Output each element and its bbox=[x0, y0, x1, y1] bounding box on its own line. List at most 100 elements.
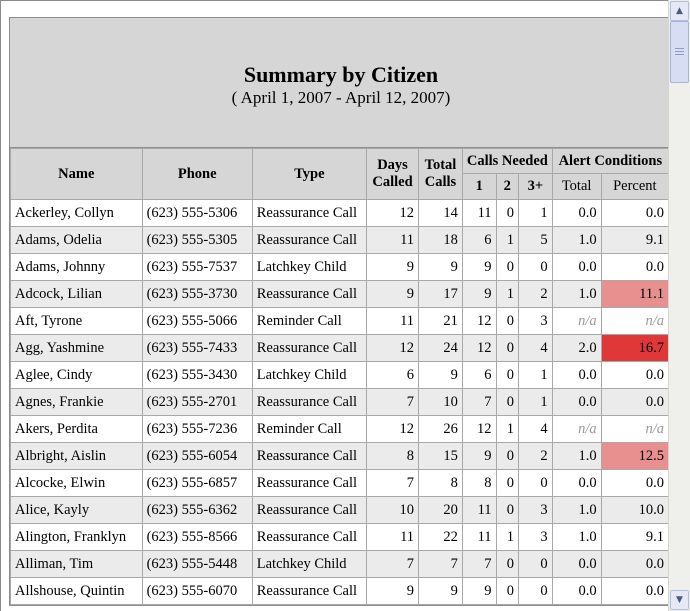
cell-name: Alliman, Tim bbox=[10, 550, 143, 578]
table-row: Allshouse, Quintin (623) 555-6070 Reassura… bbox=[10, 577, 668, 605]
cell-calls-needed-2: 0 bbox=[495, 550, 519, 578]
cell-days-called: 9 bbox=[366, 577, 420, 605]
cell-calls-needed-2: 0 bbox=[495, 307, 519, 335]
cell-calls-needed-2: 1 bbox=[495, 523, 519, 551]
cell-total-calls: 10 bbox=[418, 388, 463, 416]
cell-type: Reassurance Call bbox=[251, 469, 368, 497]
cell-total-calls: 14 bbox=[418, 199, 463, 227]
cell-name: Agnes, Frankie bbox=[10, 388, 143, 416]
cell-days-called: 8 bbox=[366, 442, 420, 470]
vertical-scrollbar[interactable]: ▲ ▼ bbox=[668, 0, 690, 611]
cell-alert-percent: n/a bbox=[600, 307, 668, 335]
cell-name: Alcocke, Elwin bbox=[10, 469, 143, 497]
cell-type: Reassurance Call bbox=[251, 496, 368, 524]
cell-total-calls: 26 bbox=[418, 415, 463, 443]
cell-days-called: 7 bbox=[366, 469, 420, 497]
cell-calls-needed-3plus: 3 bbox=[517, 496, 553, 524]
cell-alert-percent: 0.0 bbox=[600, 550, 668, 578]
cell-total-calls: 8 bbox=[418, 469, 463, 497]
cell-calls-needed-3plus: 1 bbox=[517, 388, 553, 416]
table-row: Agg, Yashmine (623) 555-7433 Reassurance C… bbox=[10, 334, 668, 362]
cell-alert-total: 0.0 bbox=[551, 361, 602, 389]
scrollbar-thumb[interactable] bbox=[670, 21, 689, 83]
cell-phone: (623) 555-7236 bbox=[141, 415, 253, 443]
cell-calls-needed-1: 12 bbox=[461, 334, 497, 362]
cell-calls-needed-2: 0 bbox=[495, 577, 519, 605]
cell-name: Aft, Tyrone bbox=[10, 307, 143, 335]
cell-type: Latchkey Child bbox=[251, 550, 368, 578]
cell-name: Allshouse, Quintin bbox=[10, 577, 143, 605]
cell-phone: (623) 555-3730 bbox=[141, 280, 253, 308]
cell-name: Alington, Franklyn bbox=[10, 523, 143, 551]
cell-days-called: 12 bbox=[366, 334, 420, 362]
cell-calls-needed-3plus: 4 bbox=[517, 334, 553, 362]
cell-total-calls: 15 bbox=[418, 442, 463, 470]
cell-days-called: 11 bbox=[366, 307, 420, 335]
cell-phone: (623) 555-7537 bbox=[141, 253, 253, 281]
table-row: Agnes, Frankie (623) 555-2701 Reassurance … bbox=[10, 388, 668, 416]
grip-line-icon bbox=[675, 51, 684, 52]
cell-calls-needed-2: 0 bbox=[495, 334, 519, 362]
cell-days-called: 7 bbox=[366, 550, 420, 578]
col-header-type: Type bbox=[251, 148, 368, 200]
cell-phone: (623) 555-6070 bbox=[141, 577, 253, 605]
cell-alert-total: n/a bbox=[551, 307, 602, 335]
col-header-calls-needed-1: 1 bbox=[461, 173, 497, 200]
table-row: Alington, Franklyn (623) 555-8566 Reassura… bbox=[10, 523, 668, 551]
cell-calls-needed-1: 6 bbox=[461, 361, 497, 389]
cell-alert-percent: 0.0 bbox=[600, 361, 668, 389]
col-header-calls-needed-3plus: 3+ bbox=[517, 173, 553, 200]
cell-phone: (623) 555-3430 bbox=[141, 361, 253, 389]
col-header-alert-total: Total bbox=[551, 173, 602, 200]
cell-type: Reassurance Call bbox=[251, 388, 368, 416]
cell-alert-total: 2.0 bbox=[551, 334, 602, 362]
cell-alert-total: 0.0 bbox=[551, 199, 602, 227]
cell-calls-needed-3plus: 0 bbox=[517, 577, 553, 605]
cell-total-calls: 24 bbox=[418, 334, 463, 362]
cell-alert-total: 0.0 bbox=[551, 550, 602, 578]
table-row: Aft, Tyrone (623) 555-5066 Reminder Call 11… bbox=[10, 307, 668, 335]
cell-name: Adams, Odelia bbox=[10, 226, 143, 254]
col-header-name: Name bbox=[10, 148, 143, 200]
cell-total-calls: 22 bbox=[418, 523, 463, 551]
cell-alert-percent: 11.1 bbox=[600, 280, 668, 308]
report-date-range: ( April 1, 2007 - April 12, 2007) bbox=[231, 88, 451, 107]
report-viewport: Summary by Citizen ( April 1, 2007 - Apr… bbox=[0, 0, 668, 611]
cell-calls-needed-1: 7 bbox=[461, 550, 497, 578]
cell-total-calls: 7 bbox=[418, 550, 463, 578]
cell-calls-needed-2: 0 bbox=[495, 442, 519, 470]
cell-calls-needed-2: 0 bbox=[495, 361, 519, 389]
cell-days-called: 10 bbox=[366, 496, 420, 524]
cell-phone: (623) 555-6054 bbox=[141, 442, 253, 470]
cell-total-calls: 20 bbox=[418, 496, 463, 524]
cell-name: Akers, Perdita bbox=[10, 415, 143, 443]
cell-calls-needed-2: 0 bbox=[495, 388, 519, 416]
cell-alert-total: 1.0 bbox=[551, 523, 602, 551]
cell-alert-total: 1.0 bbox=[551, 226, 602, 254]
cell-total-calls: 9 bbox=[418, 577, 463, 605]
citizen-summary-report: Summary by Citizen ( April 1, 2007 - Apr… bbox=[9, 17, 668, 606]
cell-calls-needed-1: 9 bbox=[461, 280, 497, 308]
cell-calls-needed-1: 8 bbox=[461, 469, 497, 497]
cell-alert-percent: n/a bbox=[600, 415, 668, 443]
col-header-phone: Phone bbox=[141, 148, 253, 200]
triangle-down-icon: ▼ bbox=[676, 595, 683, 605]
cell-type: Reassurance Call bbox=[251, 523, 368, 551]
cell-type: Reminder Call bbox=[251, 307, 368, 335]
report-title: Summary by Citizen bbox=[243, 62, 439, 87]
table-row: Alcocke, Elwin (623) 555-6857 Reassurance … bbox=[10, 469, 668, 497]
summary-table: Name Phone Type Days Called Total Calls … bbox=[10, 148, 668, 605]
cell-alert-total: n/a bbox=[551, 415, 602, 443]
scroll-up-button[interactable]: ▲ bbox=[670, 1, 689, 21]
cell-type: Reassurance Call bbox=[251, 442, 368, 470]
scroll-down-button[interactable]: ▼ bbox=[670, 590, 689, 610]
grip-line-icon bbox=[675, 48, 684, 49]
table-row: Adams, Odelia (623) 555-5305 Reassurance C… bbox=[10, 226, 668, 254]
cell-name: Adams, Johnny bbox=[10, 253, 143, 281]
cell-total-calls: 18 bbox=[418, 226, 463, 254]
cell-alert-percent: 16.7 bbox=[600, 334, 668, 362]
cell-total-calls: 9 bbox=[418, 253, 463, 281]
cell-calls-needed-1: 7 bbox=[461, 388, 497, 416]
table-row: Ackerley, Collyn (623) 555-5306 Reassuranc… bbox=[10, 199, 668, 227]
cell-alert-percent: 0.0 bbox=[600, 388, 668, 416]
